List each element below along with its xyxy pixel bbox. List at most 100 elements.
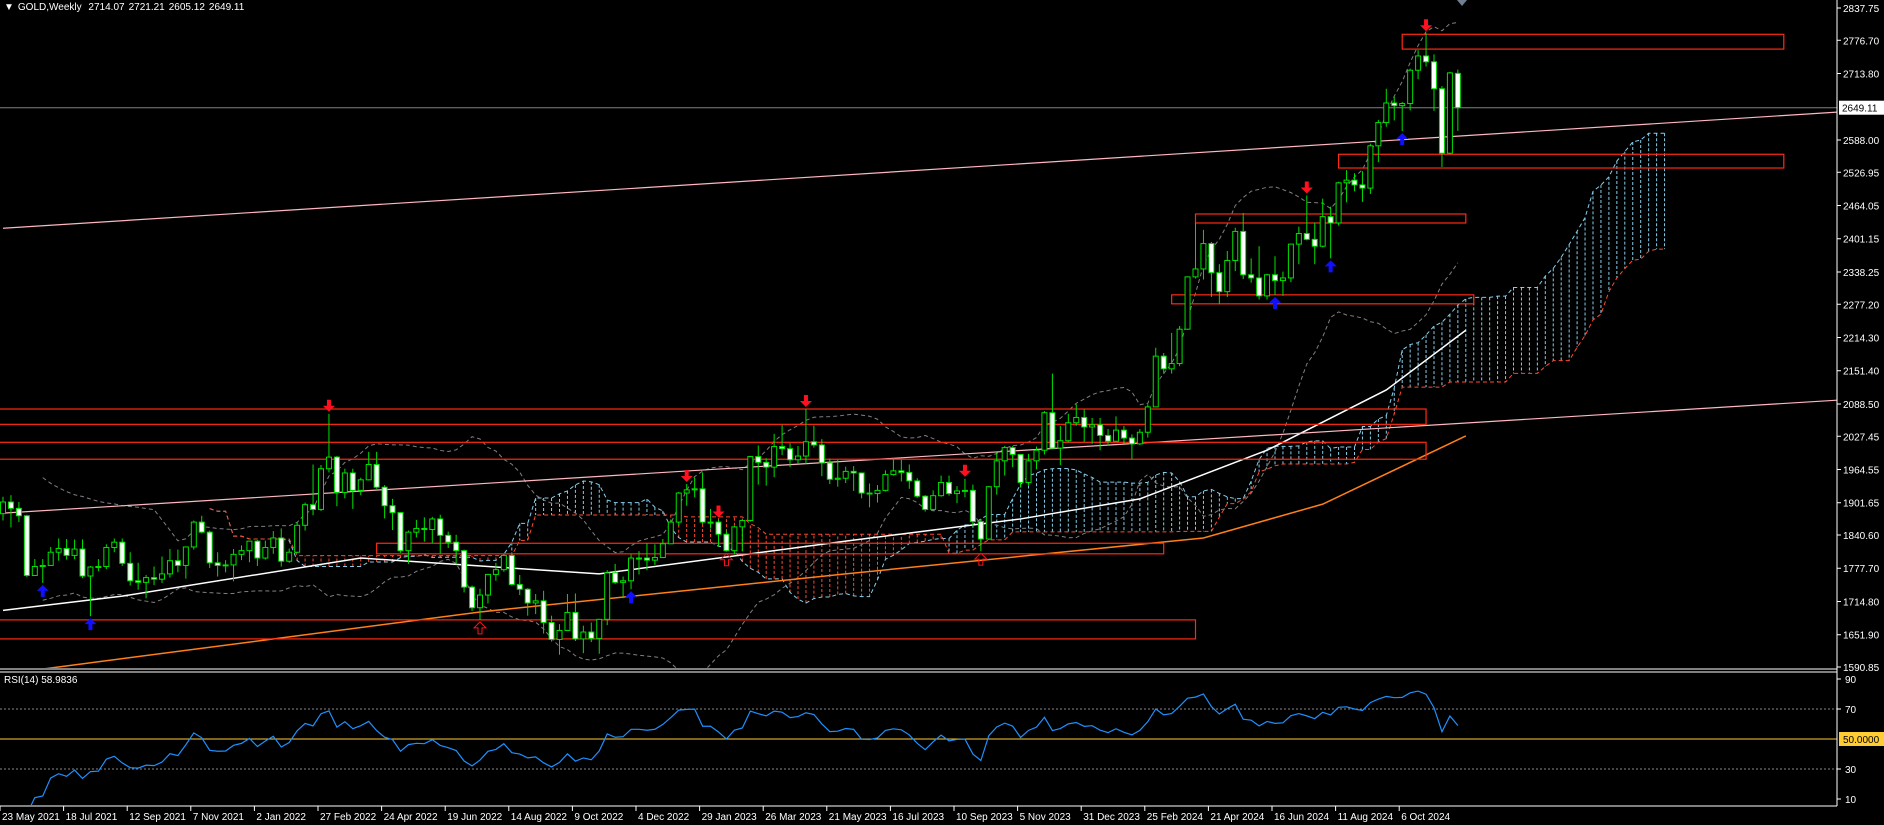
candle[interactable]	[1208, 243, 1215, 274]
candle[interactable]	[389, 505, 396, 514]
candle[interactable]	[31, 566, 38, 576]
candle[interactable]	[1295, 233, 1302, 245]
candle[interactable]	[461, 550, 468, 588]
candle[interactable]	[166, 560, 173, 575]
candle[interactable]	[492, 569, 499, 575]
candle[interactable]	[612, 572, 619, 583]
candle[interactable]	[63, 548, 70, 556]
candle[interactable]	[1240, 230, 1247, 276]
candle[interactable]	[1446, 72, 1453, 154]
candle[interactable]	[1272, 274, 1278, 282]
candle[interactable]	[111, 541, 118, 548]
candle[interactable]	[318, 468, 324, 510]
candle[interactable]	[469, 586, 476, 609]
candle[interactable]	[802, 441, 809, 457]
candle[interactable]	[1009, 447, 1016, 455]
candle[interactable]	[310, 504, 317, 510]
candle[interactable]	[1224, 259, 1231, 293]
candle[interactable]	[39, 564, 46, 568]
candle[interactable]	[1025, 460, 1032, 483]
candle[interactable]	[437, 518, 444, 536]
candle[interactable]	[564, 611, 571, 631]
candle[interactable]	[882, 474, 889, 491]
candle[interactable]	[1367, 145, 1374, 189]
candle[interactable]	[55, 548, 62, 553]
candle[interactable]	[524, 588, 531, 604]
candle[interactable]	[206, 531, 213, 564]
candle[interactable]	[699, 488, 706, 523]
candle[interactable]	[445, 534, 452, 543]
candle[interactable]	[747, 456, 754, 522]
candle[interactable]	[826, 462, 833, 480]
candle[interactable]	[1200, 243, 1207, 270]
candle[interactable]	[1160, 355, 1167, 370]
trendline[interactable]	[2, 111, 1839, 229]
candle[interactable]	[961, 489, 968, 492]
candle[interactable]	[1319, 216, 1326, 247]
candle[interactable]	[858, 472, 865, 494]
candle[interactable]	[421, 527, 428, 531]
candle[interactable]	[1359, 184, 1366, 189]
candle[interactable]	[850, 470, 857, 474]
candle[interactable]	[556, 629, 563, 640]
candle[interactable]	[667, 521, 674, 545]
candle[interactable]	[866, 492, 873, 495]
candle[interactable]	[1383, 102, 1390, 124]
candle[interactable]	[795, 455, 801, 461]
candle[interactable]	[779, 446, 786, 450]
candle[interactable]	[540, 600, 547, 624]
candle[interactable]	[357, 479, 364, 491]
candle[interactable]	[230, 553, 237, 566]
candle[interactable]	[1431, 61, 1437, 90]
candle[interactable]	[580, 631, 587, 640]
candle[interactable]	[739, 520, 746, 528]
candle[interactable]	[1057, 440, 1064, 449]
candle[interactable]	[1120, 429, 1127, 439]
candle[interactable]	[548, 622, 555, 640]
candle[interactable]	[373, 464, 380, 488]
candle[interactable]	[1248, 274, 1255, 279]
candle[interactable]	[954, 490, 960, 495]
candle[interactable]	[103, 546, 110, 568]
candle[interactable]	[413, 527, 420, 533]
candle[interactable]	[532, 600, 539, 604]
candle[interactable]	[87, 566, 94, 577]
candle[interactable]	[755, 456, 762, 463]
candle[interactable]	[628, 557, 635, 582]
candle[interactable]	[453, 541, 460, 552]
candle[interactable]	[1256, 277, 1263, 297]
candle[interactable]	[723, 533, 730, 552]
candle[interactable]	[198, 521, 205, 533]
candle[interactable]	[810, 441, 817, 446]
candle[interactable]	[914, 480, 921, 497]
candle[interactable]	[1017, 453, 1024, 483]
supply-demand-zone[interactable]	[1171, 294, 1475, 305]
shift-marker-icon[interactable]	[1457, 0, 1467, 6]
rsi-plot[interactable]	[0, 690, 1837, 814]
candle[interactable]	[159, 573, 165, 580]
candle[interactable]	[1033, 449, 1040, 462]
candle[interactable]	[1113, 429, 1119, 442]
candle[interactable]	[1287, 243, 1294, 279]
candle[interactable]	[294, 524, 301, 553]
candle[interactable]	[71, 548, 78, 556]
candle[interactable]	[1065, 422, 1072, 442]
supply-demand-zone[interactable]	[0, 619, 1197, 640]
candle[interactable]	[1128, 437, 1135, 445]
candle[interactable]	[874, 489, 881, 495]
candle[interactable]	[636, 557, 642, 560]
candle[interactable]	[325, 456, 332, 470]
candle[interactable]	[1438, 88, 1445, 154]
candle[interactable]	[127, 562, 134, 582]
candle[interactable]	[1303, 233, 1310, 240]
candle[interactable]	[604, 572, 611, 620]
candle[interactable]	[516, 583, 523, 590]
candle[interactable]	[429, 518, 436, 531]
candle[interactable]	[930, 495, 937, 510]
candle[interactable]	[333, 456, 340, 494]
candle[interactable]	[620, 580, 627, 583]
candle[interactable]	[238, 550, 245, 555]
candle[interactable]	[95, 566, 102, 569]
candle[interactable]	[1279, 277, 1286, 282]
